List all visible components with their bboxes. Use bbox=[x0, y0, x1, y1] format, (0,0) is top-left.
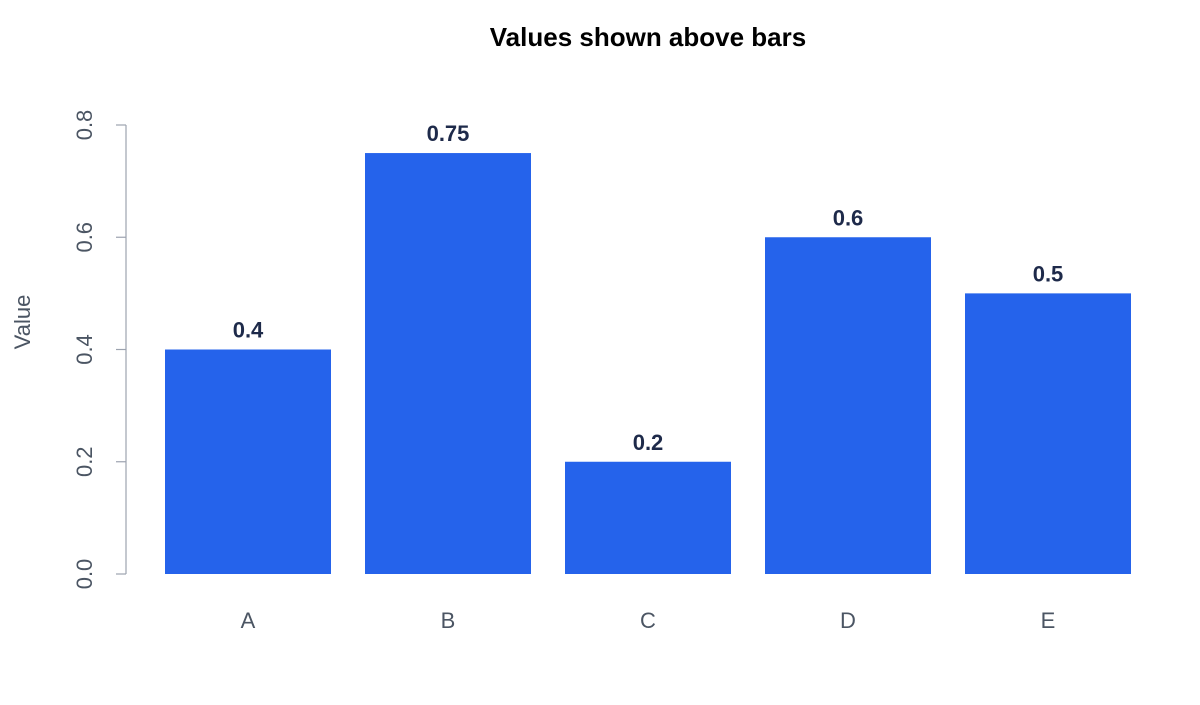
bar-b bbox=[365, 153, 531, 574]
y-axis: 0.0 0.2 0.4 0.6 0.8 bbox=[72, 110, 127, 590]
y-tick-label: 0.0 bbox=[72, 559, 97, 590]
y-axis-label: Value bbox=[10, 295, 35, 350]
y-tick-label: 0.6 bbox=[72, 222, 97, 253]
x-tick-label-e: E bbox=[1041, 608, 1056, 633]
value-labels: 0.4 0.75 0.2 0.6 0.5 bbox=[233, 121, 1064, 455]
x-tick-label-a: A bbox=[241, 608, 256, 633]
chart-title: Values shown above bars bbox=[490, 22, 806, 52]
value-label-a: 0.4 bbox=[233, 318, 264, 343]
bar-e bbox=[965, 293, 1131, 574]
y-tick-label: 0.2 bbox=[72, 446, 97, 477]
bar-c bbox=[565, 461, 731, 574]
bar-d bbox=[765, 237, 931, 574]
value-label-b: 0.75 bbox=[427, 121, 470, 146]
x-tick-label-c: C bbox=[640, 608, 656, 633]
bars bbox=[165, 153, 1131, 574]
bar-a bbox=[165, 349, 331, 574]
y-tick-label: 0.8 bbox=[72, 110, 97, 141]
x-tick-labels: A B C D E bbox=[241, 608, 1056, 633]
value-label-d: 0.6 bbox=[833, 205, 864, 230]
value-label-e: 0.5 bbox=[1033, 261, 1064, 286]
x-tick-label-d: D bbox=[840, 608, 856, 633]
value-label-c: 0.2 bbox=[633, 430, 664, 455]
x-tick-label-b: B bbox=[441, 608, 456, 633]
y-tick-label: 0.4 bbox=[72, 334, 97, 365]
